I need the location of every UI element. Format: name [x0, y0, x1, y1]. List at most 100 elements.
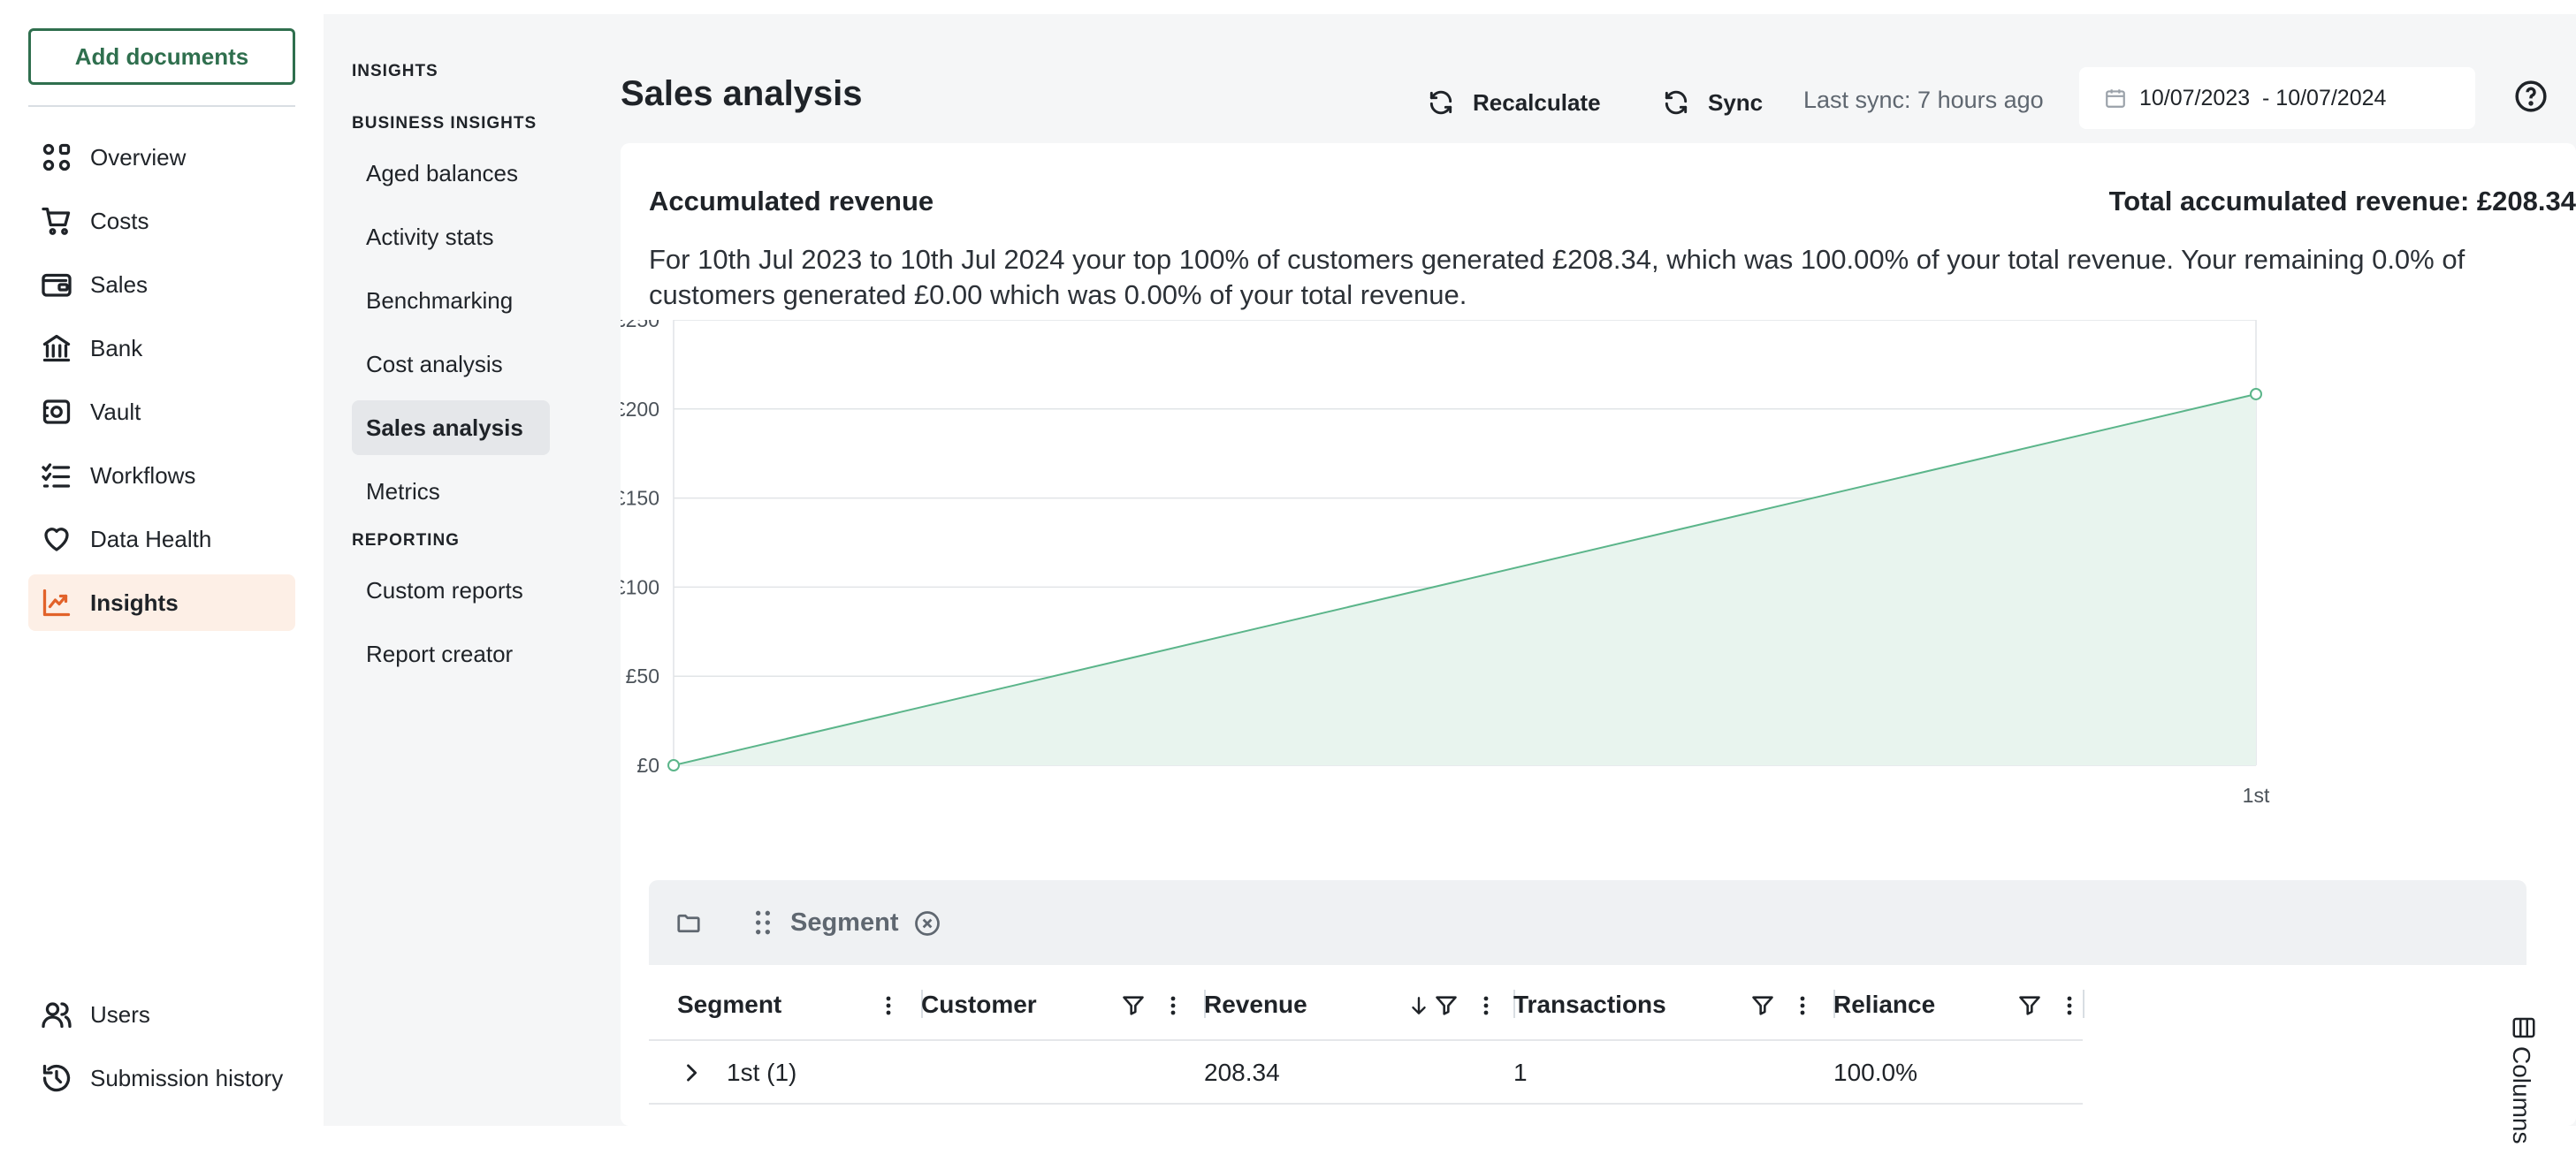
- subnav-section-business: BUSINESS INSIGHTS: [352, 114, 537, 133]
- cart-icon: [39, 203, 74, 239]
- column-header-customer[interactable]: Customer: [921, 991, 1037, 1018]
- cell-transactions: 1: [1513, 1059, 1528, 1086]
- cell-segment: 1st (1): [727, 1059, 797, 1086]
- sidebar-item-costs[interactable]: Costs: [28, 193, 295, 249]
- y-tick-label: £250: [621, 320, 659, 331]
- column-header-transactions[interactable]: Transactions: [1513, 991, 1666, 1018]
- column-separator[interactable]: [2083, 990, 2084, 1018]
- group-chip-label: Segment: [790, 908, 899, 937]
- help-icon[interactable]: [2514, 80, 2548, 113]
- sort-descending-icon[interactable]: [1407, 991, 1430, 1020]
- sidebar-item-label: Data Health: [90, 525, 212, 552]
- sidebar-item-workflows[interactable]: Workflows: [28, 447, 295, 504]
- subnav-title: INSIGHTS: [352, 62, 438, 80]
- cell-revenue: 208.34: [1204, 1059, 1280, 1086]
- segment-menu-icon[interactable]: [884, 991, 893, 1020]
- y-tick-label: £200: [621, 398, 659, 421]
- sidebar-item-overview[interactable]: Overview: [28, 129, 295, 186]
- remove-group-icon[interactable]: [914, 910, 941, 937]
- subnav-item-custom-reports[interactable]: Custom reports: [366, 576, 523, 604]
- y-tick-label: £0: [636, 754, 659, 777]
- column-header-revenue[interactable]: Revenue: [1204, 991, 1307, 1018]
- subnav-item-activity-stats[interactable]: Activity stats: [366, 223, 494, 250]
- sidebar-item-label: Users: [90, 1000, 150, 1028]
- main-sidebar: Add documents Overview Costs Sales Bank …: [0, 0, 324, 1126]
- column-separator[interactable]: [1513, 990, 1515, 1018]
- sidebar-item-label: Sales: [90, 270, 149, 298]
- data-point[interactable]: [667, 759, 680, 771]
- sidebar-item-bank[interactable]: Bank: [28, 320, 295, 376]
- reliance-filter-icon[interactable]: [2017, 991, 2042, 1020]
- subnav-item-aged-balances[interactable]: Aged balances: [366, 159, 519, 186]
- chart-title: Accumulated revenue: [649, 186, 934, 217]
- refresh-icon: [1429, 90, 1452, 115]
- sidebar-item-label: Insights: [90, 589, 179, 616]
- sidebar-item-label: Workflows: [90, 461, 196, 489]
- drag-handle-icon[interactable]: [753, 908, 773, 937]
- sidebar-divider: [28, 105, 295, 107]
- column-header-reliance[interactable]: Reliance: [1833, 991, 1936, 1018]
- subnav-item-metrics[interactable]: Metrics: [366, 477, 440, 505]
- sync-button[interactable]: Sync: [1662, 83, 1763, 122]
- customer-filter-icon[interactable]: [1121, 991, 1146, 1020]
- revenue-filter-icon[interactable]: [1434, 991, 1459, 1020]
- column-separator[interactable]: [921, 990, 923, 1018]
- revenue-menu-icon[interactable]: [1482, 991, 1490, 1020]
- date-range-picker[interactable]: 10/07/2023 - 10/07/2024: [2079, 67, 2475, 129]
- checklist-icon: [39, 458, 74, 493]
- subnav-section-reporting: REPORTING: [352, 531, 460, 550]
- sidebar-item-label: Costs: [90, 207, 149, 234]
- add-documents-button[interactable]: Add documents: [28, 28, 295, 85]
- date-range-value: 10/07/2023 - 10/07/2024: [2139, 85, 2387, 110]
- users-icon: [39, 997, 74, 1032]
- expand-row-chevron-icon[interactable]: [679, 1060, 704, 1085]
- sidebar-item-submission-history[interactable]: Submission history: [28, 1050, 295, 1106]
- sync-label: Sync: [1708, 88, 1764, 116]
- columns-icon: [2512, 1017, 2535, 1038]
- vault-icon: [39, 394, 74, 429]
- sidebar-item-label: Vault: [90, 398, 141, 425]
- sync-icon: [1665, 90, 1688, 115]
- row-divider: [649, 1103, 2083, 1105]
- main-content: Sales analysis Recalculate Sync Last syn…: [578, 14, 2576, 1143]
- calendar-icon: [2106, 89, 2125, 108]
- recalculate-label: Recalculate: [1473, 88, 1601, 116]
- history-icon: [39, 1060, 74, 1096]
- customer-menu-icon[interactable]: [1169, 991, 1177, 1020]
- sidebar-item-users[interactable]: Users: [28, 986, 295, 1043]
- revenue-summary-text: For 10th Jul 2023 to 10th Jul 2024 your …: [649, 244, 2465, 310]
- transactions-menu-icon[interactable]: [1798, 991, 1807, 1020]
- overview-icon: [39, 140, 74, 175]
- columns-side-panel-tab[interactable]: Columns: [2498, 1014, 2551, 1143]
- header-divider: [649, 1039, 2083, 1041]
- subnav-item-report-creator[interactable]: Report creator: [366, 640, 514, 667]
- subnav-item-benchmarking[interactable]: Benchmarking: [366, 286, 514, 314]
- trend-chart-icon: [39, 585, 74, 620]
- reliance-menu-icon[interactable]: [2065, 991, 2074, 1020]
- page-title: Sales analysis: [621, 74, 863, 113]
- last-sync-status: Last sync: 7 hours ago: [1803, 87, 2044, 113]
- sidebar-item-vault[interactable]: Vault: [28, 384, 295, 440]
- recalculate-button[interactable]: Recalculate: [1427, 83, 1601, 122]
- subnav-item-sales-analysis[interactable]: Sales analysis: [352, 400, 550, 455]
- column-separator[interactable]: [1204, 990, 1206, 1018]
- x-tick-label: 1st: [2243, 784, 2270, 807]
- cell-reliance: 100.0%: [1833, 1059, 1917, 1086]
- heart-icon: [39, 521, 74, 557]
- data-point[interactable]: [2250, 387, 2262, 400]
- transactions-filter-icon[interactable]: [1750, 991, 1775, 1020]
- sidebar-item-label: Bank: [90, 334, 143, 361]
- column-header-segment[interactable]: Segment: [677, 991, 782, 1018]
- sidebar-item-sales[interactable]: Sales: [28, 256, 295, 313]
- accumulated-revenue-chart: £0 £50 £100 £150 £200 £250 1st: [621, 320, 2270, 807]
- folder-icon[interactable]: [675, 910, 702, 937]
- y-tick-label: £50: [626, 665, 659, 688]
- column-separator[interactable]: [1833, 990, 1835, 1018]
- y-tick-label: £100: [621, 575, 659, 598]
- sidebar-item-label: Submission history: [90, 1064, 284, 1091]
- bank-icon: [39, 330, 74, 366]
- columns-label: Columns: [2508, 1046, 2535, 1144]
- sidebar-item-data-health[interactable]: Data Health: [28, 511, 295, 567]
- subnav-item-cost-analysis[interactable]: Cost analysis: [366, 350, 503, 377]
- sidebar-item-insights[interactable]: Insights: [28, 574, 295, 631]
